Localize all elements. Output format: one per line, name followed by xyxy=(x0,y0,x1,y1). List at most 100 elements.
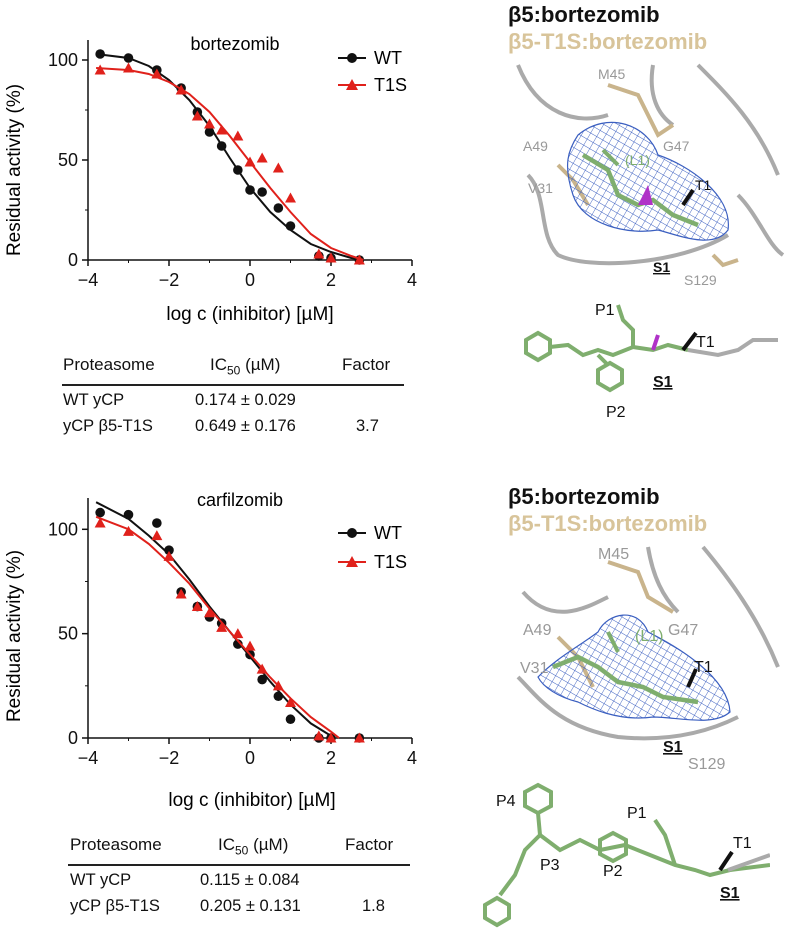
data-point-t1s xyxy=(325,732,337,743)
structure-image-carfilzomib: M45 A49 G47 (L1) V31 T1 S1 S129 xyxy=(516,545,780,773)
data-point-wt xyxy=(285,221,296,231)
residue-label: P2 xyxy=(606,404,626,421)
residue-label: S1 xyxy=(653,259,670,275)
data-point-wt xyxy=(257,674,267,685)
residue-label: T1 xyxy=(694,659,713,676)
y-tick-label: 50 xyxy=(58,150,78,170)
residue-label: V31 xyxy=(520,660,549,677)
data-point-wt xyxy=(233,639,243,649)
data-point-t1s xyxy=(256,152,268,163)
series-t1s-curve xyxy=(96,67,364,261)
data-point-wt xyxy=(95,507,105,518)
table-cell: yCP β5-T1S xyxy=(63,417,153,435)
ligand-image-carfilzomib: P4 P1 T1 P3 P2 S1 xyxy=(483,782,770,928)
data-point-t1s xyxy=(232,130,244,141)
data-point-wt xyxy=(123,509,134,520)
ic50-table-bortezomib: Proteasome IC50 (µM) Factor WT yCP 0.174… xyxy=(0,350,420,450)
residue-label: (L1) xyxy=(635,628,663,645)
data-point-t1s xyxy=(151,530,163,541)
residue-label: M45 xyxy=(598,546,629,563)
y-tick-label: 0 xyxy=(68,250,78,270)
data-point-t1s xyxy=(313,730,325,741)
residue-label: P4 xyxy=(496,793,516,810)
data-point-t1s xyxy=(163,550,175,561)
x-tick-label: −4 xyxy=(78,270,99,290)
ic50-table-carfilzomib: Proteasome IC50 (µM) Factor WT yCP 0.115… xyxy=(0,830,420,930)
table-header-proteasome: Proteasome xyxy=(70,835,162,854)
x-tick-label: −4 xyxy=(78,748,99,768)
y-tick-label: 50 xyxy=(58,624,78,644)
residue-label: S129 xyxy=(684,272,717,288)
residue-label: G47 xyxy=(668,622,698,639)
y-axis-label: Residual activity (%) xyxy=(4,84,25,256)
y-tick-label: 0 xyxy=(68,728,78,748)
data-point-wt xyxy=(164,545,174,555)
plot-area: −4 −2 0 2 4 0 50 100 xyxy=(48,498,417,768)
data-point-t1s xyxy=(244,156,256,167)
data-point-t1s xyxy=(272,162,284,173)
series-wt-curve xyxy=(95,501,336,739)
table-header-factor: Factor xyxy=(345,835,394,854)
table-cell: yCP β5-T1S xyxy=(70,897,160,915)
data-point-t1s xyxy=(151,68,163,79)
residue-label: (L1) xyxy=(625,152,650,168)
structure-title-t1s: β5-T1S:bortezomib xyxy=(508,511,708,536)
data-point-t1s xyxy=(313,248,325,259)
data-point-t1s xyxy=(191,110,203,121)
data-point-t1s xyxy=(272,680,284,691)
x-tick-label: 4 xyxy=(407,748,417,768)
x-tick-label: 0 xyxy=(245,270,255,290)
table-header-factor: Factor xyxy=(342,355,391,374)
legend-t1s-label: T1S xyxy=(374,552,407,572)
data-point-wt xyxy=(152,518,162,528)
data-point-wt xyxy=(233,165,243,175)
residue-label: A49 xyxy=(523,138,548,154)
x-tick-label: 4 xyxy=(407,270,417,290)
residue-label: S1 xyxy=(653,374,673,391)
data-point-t1s xyxy=(94,517,106,528)
legend: WT T1S xyxy=(338,48,407,95)
table-cell: 3.7 xyxy=(356,417,379,435)
residue-label: T1 xyxy=(733,835,752,852)
series-wt-curve xyxy=(95,53,364,261)
chart-title: carfilzomib xyxy=(197,490,283,510)
legend-wt-marker xyxy=(347,528,357,538)
residue-label: V31 xyxy=(528,180,553,196)
data-point-t1s xyxy=(285,192,296,203)
data-point-t1s xyxy=(175,588,187,599)
residue-label: T1 xyxy=(696,334,715,351)
structure-title-wt: β5:bortezomib xyxy=(508,2,660,27)
data-point-t1s xyxy=(244,640,256,651)
plot-area: −4 −2 0 2 4 0 50 100 xyxy=(48,40,417,290)
y-axis-label: Residual activity (%) xyxy=(4,550,25,722)
table-cell: WT yCP xyxy=(70,871,132,889)
table-rule xyxy=(68,864,410,866)
residue-label: A49 xyxy=(523,622,552,639)
chart-carfilzomib: −4 −2 0 2 4 0 50 100 carfilzomib Residual activ… xyxy=(4,490,417,811)
data-point-t1s xyxy=(204,118,215,129)
data-point-t1s xyxy=(175,84,187,95)
legend: WT T1S xyxy=(338,523,407,572)
data-point-t1s xyxy=(123,525,134,536)
data-point-t1s xyxy=(216,124,228,135)
residue-label: S1 xyxy=(720,885,740,902)
residue-label: T1 xyxy=(695,177,712,193)
legend-t1s-marker xyxy=(346,556,358,567)
ligand-image-bortezomib: P1 T1 S1 P2 xyxy=(524,302,778,421)
data-point-t1s xyxy=(256,663,268,674)
data-point-wt xyxy=(273,203,284,213)
table-cell: 0.174 ± 0.029 xyxy=(195,391,296,409)
table-header-ic50: IC50 (µM) xyxy=(210,355,281,378)
residue-label: S1 xyxy=(663,739,683,756)
structure-title-t1s: β5-T1S:bortezomib xyxy=(508,29,708,54)
data-point-t1s xyxy=(94,64,106,75)
table-cell: 0.649 ± 0.176 xyxy=(195,417,296,435)
legend-t1s-label: T1S xyxy=(374,75,407,95)
data-point-t1s xyxy=(353,254,365,265)
data-point-t1s xyxy=(204,607,215,618)
data-point-t1s xyxy=(216,621,228,632)
residue-label: M45 xyxy=(598,66,625,82)
data-point-wt xyxy=(95,49,105,59)
residue-label: G47 xyxy=(663,138,690,154)
table-cell: 0.115 ± 0.084 xyxy=(200,871,300,889)
